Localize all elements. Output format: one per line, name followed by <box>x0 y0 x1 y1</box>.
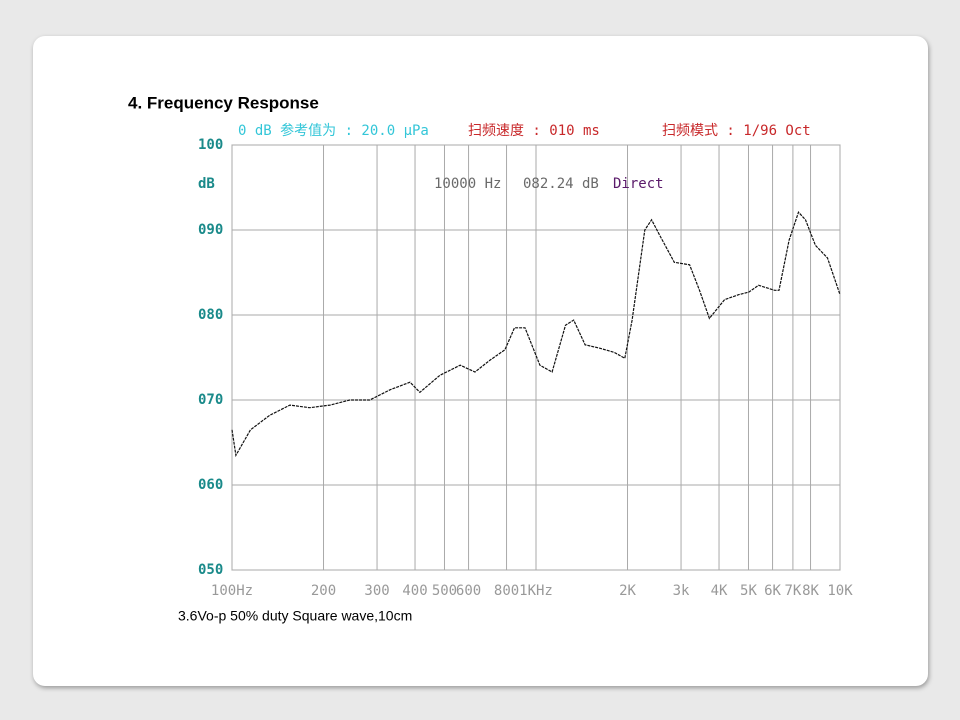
x-tick-label: 7K <box>784 583 801 599</box>
x-tick-label: 1KHz <box>519 583 553 599</box>
readout-text: Direct <box>613 176 664 192</box>
x-tick-label: 2K <box>619 583 636 599</box>
header-text: 扫频速度 : 010 ms <box>468 123 600 139</box>
y-tick-label: 080 <box>198 307 223 323</box>
x-tick-label: 3k <box>673 583 690 599</box>
response-line <box>231 211 841 458</box>
y-axis-label: dB <box>198 176 215 192</box>
x-tick-label: 5K <box>740 583 757 599</box>
y-tick-label: 050 <box>198 562 223 578</box>
y-tick-label: 070 <box>198 392 223 408</box>
chart-title: 4. Frequency Response <box>128 93 319 112</box>
x-tick-label: 10K <box>827 583 853 599</box>
header-text: 0 dB 参考值为 : 20.0 μPa <box>238 122 429 139</box>
readout-text: 10000 Hz <box>434 176 501 192</box>
x-tick-label: 200 <box>311 583 336 599</box>
x-tick-label: 600 <box>456 583 481 599</box>
slide-card <box>33 36 928 686</box>
x-tick-label: 500 <box>432 583 457 599</box>
y-tick-label: 100 <box>198 137 223 153</box>
x-tick-label: 8K <box>802 583 819 599</box>
x-tick-label: 4K <box>711 583 728 599</box>
y-tick-label: 060 <box>198 477 223 493</box>
y-tick-label: 090 <box>198 222 223 238</box>
caption: 3.6Vo-p 50% duty Square wave,10cm <box>178 608 412 624</box>
x-tick-label: 6K <box>764 583 781 599</box>
x-tick-label: 800 <box>494 583 519 599</box>
readout-text: 082.24 dB <box>523 176 599 192</box>
header-text: 扫频模式 : 1/96 Oct <box>662 123 811 139</box>
x-tick-label: 400 <box>402 583 427 599</box>
x-tick-label: 300 <box>364 583 389 599</box>
x-tick-label: 100Hz <box>211 583 253 599</box>
